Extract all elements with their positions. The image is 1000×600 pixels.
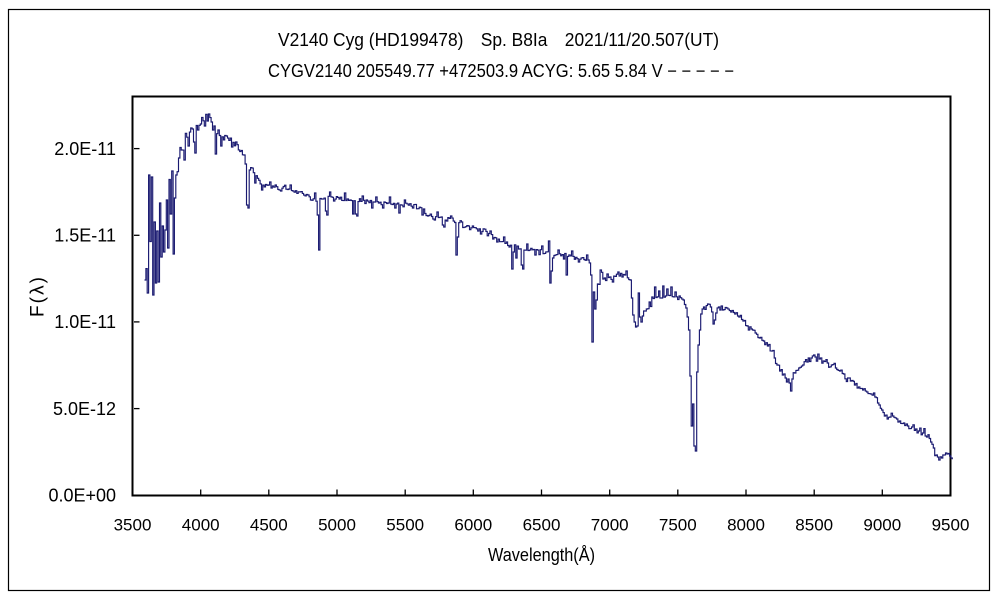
svg-text:6500: 6500 (523, 516, 561, 535)
svg-text:9500: 9500 (932, 516, 970, 535)
svg-text:Wavelength(Å): Wavelength(Å) (488, 545, 595, 565)
svg-text:3500: 3500 (114, 516, 152, 535)
svg-text:4000: 4000 (182, 516, 220, 535)
svg-text:4500: 4500 (250, 516, 288, 535)
svg-text:5.0E-12: 5.0E-12 (53, 399, 116, 419)
svg-text:1.5E-11: 1.5E-11 (54, 226, 116, 246)
svg-text:0.0E+00: 0.0E+00 (48, 486, 116, 506)
svg-text:8000: 8000 (727, 516, 765, 535)
svg-text:8500: 8500 (795, 516, 833, 535)
svg-text:F(λ): F(λ) (28, 277, 49, 317)
svg-text:7500: 7500 (659, 516, 697, 535)
svg-text:1.0E-11: 1.0E-11 (54, 312, 116, 332)
svg-text:5500: 5500 (386, 516, 424, 535)
svg-text:2.0E-11: 2.0E-11 (54, 139, 116, 159)
svg-text:CYGV2140 205549.77 +472503.9 A: CYGV2140 205549.77 +472503.9 ACYG: 5.65 … (268, 61, 734, 81)
svg-text:6000: 6000 (454, 516, 492, 535)
svg-text:7000: 7000 (591, 516, 629, 535)
svg-text:5000: 5000 (318, 516, 356, 535)
svg-text:V2140 Cyg (HD199478) Sp. B8Ia: V2140 Cyg (HD199478) Sp. B8Ia 2021/11/20… (278, 30, 719, 50)
svg-text:9000: 9000 (863, 516, 901, 535)
